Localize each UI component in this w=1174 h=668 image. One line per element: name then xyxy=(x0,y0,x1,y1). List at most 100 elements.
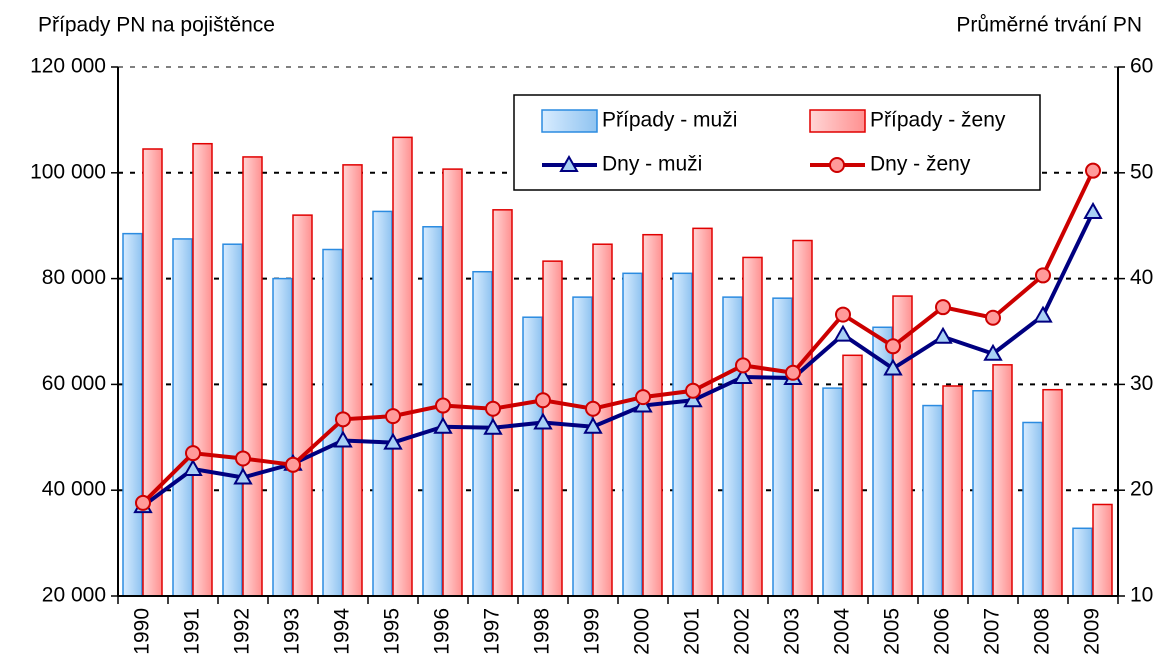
bar xyxy=(942,385,963,597)
y2-tick-label: 50 xyxy=(1130,160,1153,183)
legend-label: Dny - muži xyxy=(602,153,702,176)
line-marker xyxy=(535,392,551,409)
line-marker xyxy=(135,494,151,511)
y2-axis-label: Průměrné trvání PN xyxy=(956,14,1142,37)
x-tick-label: 2002 xyxy=(731,608,754,655)
legend-swatch xyxy=(541,109,598,133)
line-marker xyxy=(335,411,351,428)
legend-box xyxy=(513,94,1041,191)
bar xyxy=(972,389,993,597)
y2-tick-label: 40 xyxy=(1130,266,1153,289)
y-axis-label: Případy PN na pojištěnce xyxy=(38,14,275,37)
line-marker xyxy=(933,326,953,344)
bar xyxy=(922,404,943,597)
bar xyxy=(772,297,793,597)
bar xyxy=(1042,388,1063,597)
legend-marker xyxy=(829,157,845,173)
bar xyxy=(722,296,743,597)
x-tick-label: 2006 xyxy=(931,608,954,655)
bar xyxy=(372,210,393,597)
line-marker xyxy=(533,412,553,430)
line-marker xyxy=(983,343,1003,361)
line-marker xyxy=(485,400,501,417)
bar xyxy=(142,148,163,597)
line-marker xyxy=(785,364,801,381)
x-tick-label: 1995 xyxy=(381,608,404,655)
bar xyxy=(522,316,543,597)
x-tick-label: 1991 xyxy=(181,608,204,655)
line-marker xyxy=(383,432,403,450)
y2-tick-label: 20 xyxy=(1130,478,1153,501)
line-marker xyxy=(683,390,703,408)
legend-label: Případy - ženy xyxy=(870,109,1006,132)
legend-swatch xyxy=(809,109,866,133)
y2-tick-label: 30 xyxy=(1130,372,1153,395)
x-tick-label: 2005 xyxy=(881,608,904,655)
x-tick-label: 1996 xyxy=(431,608,454,655)
y-tick-label: 20 000 xyxy=(42,584,106,607)
bar xyxy=(672,272,693,597)
y-tick-label: 60 000 xyxy=(42,372,106,395)
x-tick-label: 2008 xyxy=(1031,608,1054,655)
bar xyxy=(992,364,1013,597)
y-tick-label: 100 000 xyxy=(30,160,106,183)
x-tick-label: 2000 xyxy=(631,608,654,655)
line-marker xyxy=(1085,162,1101,179)
bar xyxy=(842,354,863,597)
y-tick-label: 120 000 xyxy=(30,55,106,78)
bar xyxy=(442,168,463,597)
x-tick-label: 1993 xyxy=(281,608,304,655)
bar xyxy=(222,243,243,597)
y-tick-label: 40 000 xyxy=(42,478,106,501)
bar xyxy=(692,227,713,597)
bar xyxy=(342,164,363,597)
line-marker xyxy=(385,408,401,425)
line-marker xyxy=(483,417,503,435)
line-marker xyxy=(635,389,651,406)
line-marker xyxy=(885,338,901,355)
line-marker xyxy=(883,358,903,376)
bar xyxy=(242,156,263,597)
line-marker xyxy=(333,430,353,448)
x-tick-label: 2007 xyxy=(981,608,1004,655)
line-marker xyxy=(935,299,951,316)
x-tick-label: 1998 xyxy=(531,608,554,655)
line-marker xyxy=(583,416,603,434)
bar xyxy=(642,233,663,597)
line-marker xyxy=(733,366,753,384)
x-tick-label: 2001 xyxy=(681,608,704,655)
bar xyxy=(192,142,213,597)
y2-tick-label: 60 xyxy=(1130,55,1153,78)
line-marker xyxy=(435,397,451,414)
bar xyxy=(622,272,643,597)
bar xyxy=(172,238,193,597)
bar xyxy=(122,232,143,597)
bar xyxy=(742,256,763,597)
bar xyxy=(1092,503,1113,597)
bar xyxy=(792,239,813,597)
bar xyxy=(392,136,413,597)
legend-label: Dny - ženy xyxy=(870,153,971,176)
y-tick-label: 80 000 xyxy=(42,266,106,289)
x-tick-label: 1997 xyxy=(481,608,504,655)
line-marker xyxy=(233,467,253,485)
line-marker xyxy=(235,450,251,467)
y2-tick-label: 10 xyxy=(1130,584,1153,607)
line-marker xyxy=(685,382,701,399)
bar xyxy=(292,214,313,597)
x-tick-label: 2004 xyxy=(831,608,854,655)
x-tick-label: 1999 xyxy=(581,608,604,655)
line-marker xyxy=(1033,305,1053,323)
legend-marker xyxy=(559,154,579,172)
line-marker xyxy=(585,400,601,417)
bar xyxy=(822,387,843,597)
line-marker xyxy=(285,456,301,473)
bar xyxy=(572,296,593,597)
x-tick-label: 1990 xyxy=(131,608,154,655)
line-marker xyxy=(833,324,853,342)
line-marker xyxy=(433,416,453,434)
x-tick-label: 1992 xyxy=(231,608,254,655)
line-marker xyxy=(183,459,203,477)
line-marker xyxy=(185,445,201,462)
